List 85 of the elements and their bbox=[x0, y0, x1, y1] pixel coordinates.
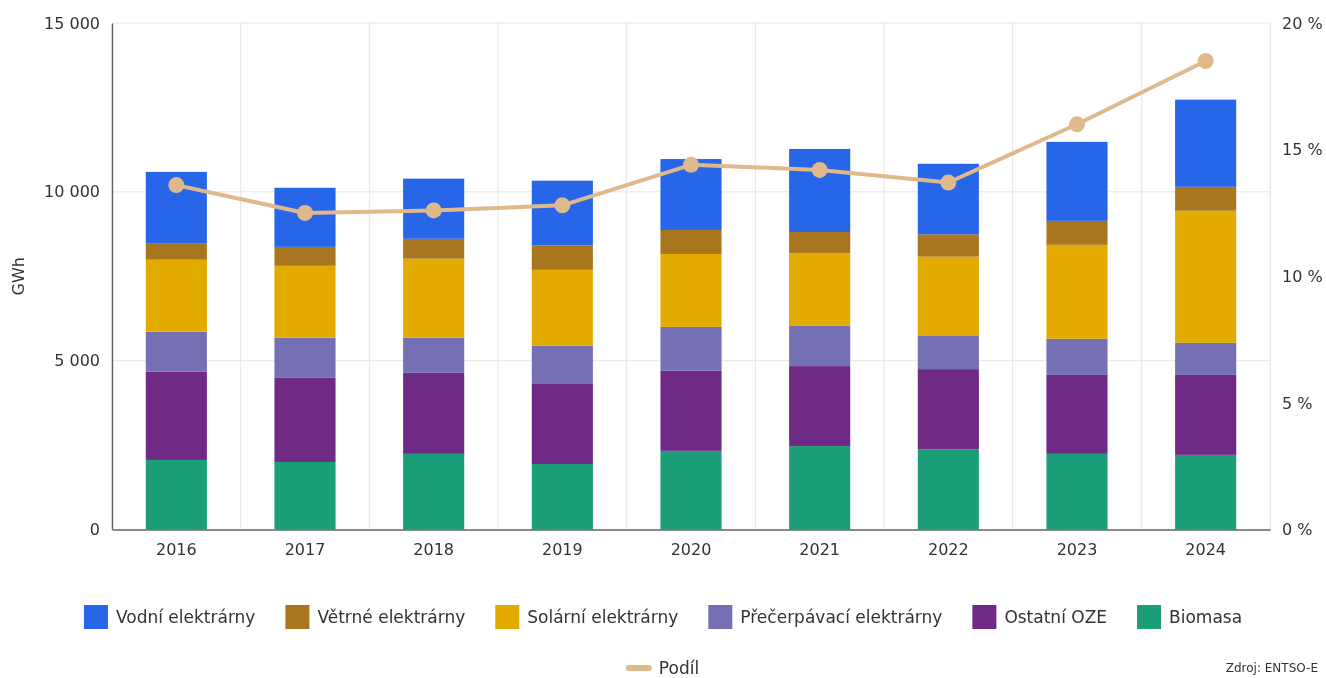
bar bbox=[1046, 220, 1108, 245]
x-tick-label: 2023 bbox=[1056, 539, 1098, 559]
y-axis-title: GWh bbox=[9, 257, 28, 296]
bar bbox=[274, 246, 336, 266]
bar bbox=[1046, 453, 1108, 530]
legend-label: Biomasa bbox=[1169, 607, 1243, 627]
bar bbox=[403, 453, 465, 530]
bar bbox=[789, 148, 851, 233]
bar bbox=[531, 269, 593, 346]
x-tick-label: 2022 bbox=[927, 539, 969, 559]
bar bbox=[917, 256, 979, 337]
y2-tick-label: 5 % bbox=[1282, 393, 1313, 413]
y2-tick-label: 15 % bbox=[1282, 140, 1323, 160]
bar bbox=[789, 232, 851, 253]
bar bbox=[917, 369, 979, 450]
y-tick-label: 0 bbox=[89, 520, 100, 540]
y2-tick-label: 10 % bbox=[1282, 266, 1323, 286]
legend-label: Podíl bbox=[658, 658, 700, 678]
y2-tick-label: 20 % bbox=[1282, 13, 1323, 33]
bar bbox=[917, 163, 979, 235]
x-tick-label: 2021 bbox=[799, 539, 841, 559]
bar bbox=[274, 337, 336, 378]
bar bbox=[145, 243, 207, 260]
bar bbox=[1175, 186, 1237, 211]
bar bbox=[145, 259, 207, 332]
bar bbox=[1046, 338, 1108, 375]
point bbox=[1197, 52, 1214, 69]
bar bbox=[531, 180, 593, 246]
bar bbox=[403, 372, 465, 454]
bar bbox=[531, 463, 593, 530]
bar bbox=[789, 325, 851, 367]
bar bbox=[145, 331, 207, 372]
x-tick-label: 2017 bbox=[284, 539, 326, 559]
y-tick-label: 5 000 bbox=[54, 351, 100, 371]
x-tick-label: 2016 bbox=[155, 539, 197, 559]
x-tick-label: 2024 bbox=[1185, 539, 1227, 559]
bar bbox=[789, 252, 851, 326]
bar bbox=[1175, 374, 1237, 455]
bar bbox=[1046, 141, 1108, 221]
bar bbox=[660, 253, 722, 327]
point bbox=[683, 156, 699, 173]
x-tick-label: 2020 bbox=[670, 539, 712, 559]
legend-label: Solární elektrárny bbox=[527, 607, 679, 627]
bar bbox=[1046, 374, 1108, 454]
bar bbox=[403, 337, 465, 373]
text: Zdroj: ENTSO-E bbox=[1225, 661, 1318, 675]
x-tick-label: 2019 bbox=[541, 539, 583, 559]
x-tick-label: 2018 bbox=[413, 539, 455, 559]
bar bbox=[1175, 99, 1237, 187]
bar bbox=[145, 171, 207, 244]
bar bbox=[917, 234, 979, 257]
bar bbox=[145, 371, 207, 460]
bar bbox=[660, 229, 722, 254]
legend-label: Přečerpávací elektrárny bbox=[740, 607, 943, 627]
bar bbox=[145, 459, 207, 530]
bar bbox=[403, 238, 465, 259]
y-tick-label: 10 000 bbox=[44, 182, 100, 202]
bar bbox=[1175, 210, 1237, 343]
legend-label: Ostatní OZE bbox=[1004, 607, 1108, 627]
bar bbox=[274, 377, 336, 462]
bar bbox=[274, 265, 336, 338]
point bbox=[940, 174, 957, 191]
bar bbox=[660, 450, 722, 530]
y-tick-label: 15 000 bbox=[44, 13, 100, 33]
bar bbox=[531, 383, 593, 464]
bar bbox=[917, 449, 979, 530]
legend-label: Vodní elektrárny bbox=[115, 607, 256, 627]
bar bbox=[660, 370, 722, 451]
bar bbox=[789, 366, 851, 447]
legend-label: Větrné elektrárny bbox=[317, 607, 466, 627]
bar bbox=[531, 245, 593, 270]
bar bbox=[274, 461, 336, 530]
bar bbox=[531, 345, 593, 384]
bar bbox=[1175, 342, 1237, 375]
bar bbox=[917, 336, 979, 370]
bar bbox=[1175, 454, 1237, 530]
y2-tick-label: 0 % bbox=[1282, 520, 1313, 540]
point bbox=[168, 177, 185, 194]
point bbox=[811, 161, 828, 178]
bar bbox=[660, 159, 722, 230]
bar bbox=[403, 258, 465, 338]
bar bbox=[789, 446, 851, 530]
point bbox=[1069, 116, 1085, 133]
bar bbox=[1046, 244, 1108, 339]
bar bbox=[660, 326, 722, 371]
